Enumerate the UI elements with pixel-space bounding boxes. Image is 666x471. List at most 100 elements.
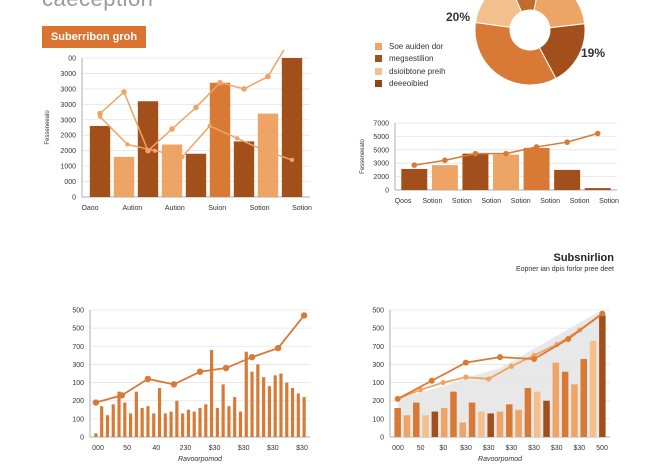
bar [198,407,202,437]
bar [123,402,127,437]
y-tick-label: 500 [72,308,84,315]
series-line-secondary-point [440,379,446,386]
y-tick-label: 1000 [60,164,76,171]
bar [493,154,519,190]
bar [221,384,225,437]
x-tick-label: 000 [92,445,104,452]
series-line-point [92,399,100,406]
series-line-secondary-point [508,363,514,369]
series-line-point [497,354,503,361]
series-line-point [196,368,204,375]
bar [105,415,110,437]
series-line-point [394,395,401,402]
pie-label-left: 20% [446,10,471,24]
x-tick-label: $30 [209,445,221,452]
series-line-point [503,150,509,157]
series-line-point [241,86,247,92]
bar [431,411,439,437]
bar [181,413,185,437]
bar [403,415,411,437]
x-tick-label: Qoos [395,198,412,205]
bar [394,407,401,437]
bar [100,406,104,437]
bar [227,406,231,437]
series-line-point [144,375,152,383]
bar [238,411,243,437]
y-tick-label: 3000 [60,102,76,109]
series-line-point [217,79,223,86]
x-tick-label: $30 [505,445,517,452]
bar [279,373,283,437]
bar [302,397,306,437]
bar [468,402,476,437]
bar [209,82,231,197]
x-tick-label: 50 [417,445,425,452]
y-tick-label: 3000 [60,71,76,78]
bar [250,371,254,437]
x-tick-label: Sotion [452,198,472,205]
series-line-secondary-point [463,374,469,380]
series-line-point [411,162,418,168]
bar [233,141,255,197]
bar [462,153,489,190]
series-line-point [533,144,540,150]
x-tick-label: Oaoo [81,205,98,212]
x-tick-label: 000 [392,445,404,452]
bar [204,404,208,437]
bar [113,156,135,197]
bar [580,358,587,437]
series-line-secondary-point [125,142,130,147]
legend-label: megsestilion [389,54,434,64]
section-title: Subsnirlion [553,252,615,264]
series-line-point [599,310,606,317]
bar [161,144,183,197]
y-tick-label: 500 [372,326,384,333]
bar [285,382,289,437]
series-line-secondary-point [180,154,185,160]
y-tick-label: 3000 [60,117,76,124]
y-tick-label: 200 [72,398,84,405]
pie-label-right: 19% [581,46,606,60]
x-tick-label: Sotion [599,198,619,205]
series-line-point [145,147,151,154]
x-tick-label: $0 [439,445,447,452]
bar [185,153,207,197]
series-line-point [565,336,572,343]
bar [552,362,560,437]
y-tick-label: 000 [64,179,76,186]
x-tick-label: Sotion [481,198,501,205]
x-tick-label: $30 [551,445,563,452]
x-tick-label: 40 [152,445,160,452]
bar [152,413,156,437]
x-tick-label: 500 [596,445,608,452]
series-line-point [222,364,230,372]
y-tick-label: 700 [372,344,384,351]
bar [89,125,111,197]
bar [422,415,429,437]
bar [506,404,513,437]
x-tick-label: Sotion [292,205,312,212]
page-title: caeception [42,0,153,12]
series-line-point [193,104,199,111]
x-axis-label: Ravoorpomod [178,456,223,463]
x-tick-label: 230 [180,445,192,452]
bar [257,113,279,197]
y-tick-label: 2000 [60,148,76,155]
series-line-secondary-point [289,157,295,163]
x-tick-label: $30 [573,445,585,452]
bar [524,388,532,437]
series-line-point [265,73,271,80]
series-line-point [121,89,127,95]
section-subtitle: Eopner ian dpis forlor pree deet [515,266,614,273]
bar [523,147,550,190]
y-tick-label: 500 [372,308,384,315]
pie-slice [474,21,557,86]
bar [233,397,237,437]
legend: Soe auiden dor megsestilion dsioibtone p… [375,40,445,90]
series-line-point [248,353,256,361]
legend-item: megsestilion [375,53,445,66]
x-tick-label: Sotion [511,198,531,205]
legend-swatch [375,42,382,50]
legend-item: deeeoibied [375,78,445,91]
